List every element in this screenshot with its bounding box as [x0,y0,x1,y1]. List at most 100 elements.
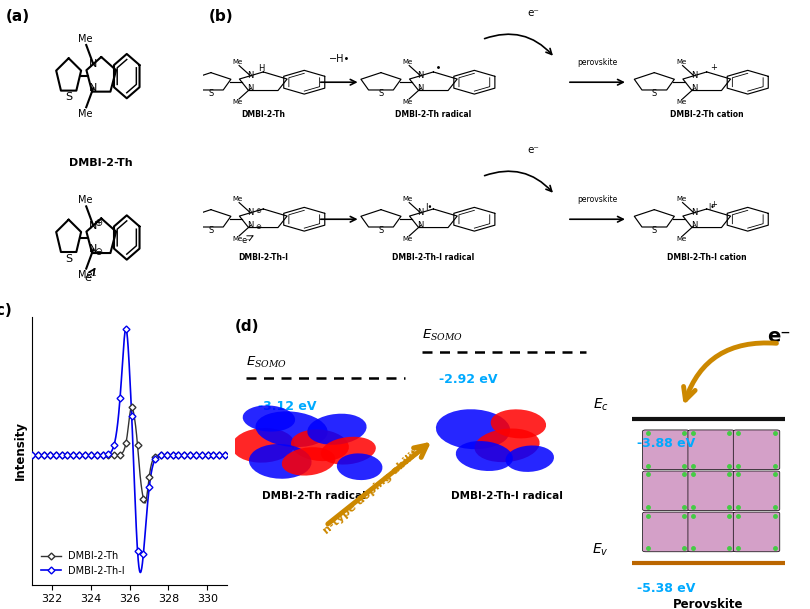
Text: N: N [691,221,697,230]
Text: N: N [247,208,254,217]
Text: S: S [652,89,657,98]
Ellipse shape [232,428,295,463]
Text: Me: Me [78,108,92,119]
Text: Me: Me [676,196,686,202]
Text: Me: Me [78,270,92,280]
Ellipse shape [249,444,312,479]
Text: DMBI-2-Th: DMBI-2-Th [241,110,285,119]
Text: (b): (b) [209,9,233,24]
Text: S: S [208,226,214,235]
Text: (a): (a) [6,9,30,24]
Text: N: N [247,71,254,80]
Text: Me: Me [403,196,413,202]
Text: −H•: −H• [329,54,350,64]
Ellipse shape [337,453,382,480]
Text: N: N [89,59,97,69]
Text: DMBI-2-Th-I: DMBI-2-Th-I [65,320,138,329]
Text: S: S [378,89,384,98]
Text: Me: Me [232,59,243,65]
Text: e⁻: e⁻ [767,328,791,347]
FancyBboxPatch shape [688,430,735,470]
Text: N: N [89,220,97,231]
Text: perovskite: perovskite [578,195,617,204]
Text: N: N [417,71,424,80]
Text: e⁻: e⁻ [84,273,97,283]
Text: DMBI-2-Th-I radical: DMBI-2-Th-I radical [392,253,475,262]
Text: Me: Me [403,99,413,105]
Text: ⊕: ⊕ [256,208,262,214]
Text: Me: Me [676,59,686,65]
Text: DMBI-2-Th cation: DMBI-2-Th cation [670,110,744,119]
Text: Me: Me [232,99,243,105]
Text: n-type doping ability: n-type doping ability [322,443,426,536]
Text: ⊕: ⊕ [94,217,103,228]
FancyBboxPatch shape [688,512,735,552]
Text: DMBI-2-Th-I cation: DMBI-2-Th-I cation [667,253,747,262]
Text: +: + [710,63,717,72]
Text: S: S [652,226,657,235]
Ellipse shape [456,441,513,471]
Text: Me: Me [676,236,686,242]
Text: Me: Me [676,99,686,105]
Text: N: N [247,84,254,93]
Text: +: + [710,200,717,209]
FancyBboxPatch shape [733,471,780,511]
Text: $E_v$: $E_v$ [592,541,609,558]
Text: (c): (c) [0,303,12,319]
Text: S: S [65,254,72,264]
Text: N: N [417,221,424,230]
Text: N: N [89,83,97,93]
Text: $E_\mathregular{SOMO}$: $E_\mathregular{SOMO}$ [246,355,288,370]
Ellipse shape [255,411,328,447]
Legend: DMBI-2-Th, DMBI-2-Th-I: DMBI-2-Th, DMBI-2-Th-I [37,547,129,580]
Text: e⁻: e⁻ [527,9,539,18]
Text: DMBI-2-Th-I: DMBI-2-Th-I [238,253,288,262]
Ellipse shape [243,406,295,432]
Text: $E_c$: $E_c$ [593,396,609,413]
Text: N: N [417,208,424,217]
FancyBboxPatch shape [642,471,689,511]
Text: (d): (d) [235,319,259,334]
FancyBboxPatch shape [733,430,780,470]
Text: S: S [65,93,72,102]
Text: $E_\mathregular{SOMO}$: $E_\mathregular{SOMO}$ [422,328,463,343]
Text: Me: Me [232,236,243,242]
Ellipse shape [491,409,546,438]
Text: -2.92 eV: -2.92 eV [439,373,497,386]
Text: N: N [247,221,254,230]
Text: DMBI-2-Th radical: DMBI-2-Th radical [262,491,366,501]
Text: Me: Me [78,33,92,44]
Text: -5.38 eV: -5.38 eV [637,582,696,595]
Text: DMBI-2-Th-I radical: DMBI-2-Th-I radical [451,491,563,501]
Text: Me: Me [403,236,413,242]
Ellipse shape [282,447,335,476]
Text: S: S [208,89,214,98]
Text: N: N [691,208,697,217]
Text: DMBI-2-Th: DMBI-2-Th [70,158,133,168]
Text: N: N [691,71,697,80]
Text: Me: Me [78,195,92,205]
Text: DMBI-2-Th radical: DMBI-2-Th radical [395,110,471,119]
Text: Me: Me [403,59,413,65]
Ellipse shape [436,409,510,449]
Text: Me: Me [232,196,243,202]
Ellipse shape [307,414,367,445]
FancyBboxPatch shape [642,430,689,470]
Text: I•: I• [425,203,433,213]
Text: perovskite: perovskite [578,58,617,67]
Text: S: S [378,226,384,235]
Ellipse shape [505,445,554,472]
FancyBboxPatch shape [688,471,735,511]
Ellipse shape [291,429,349,461]
Text: N: N [89,244,97,255]
Text: ⊖: ⊖ [256,224,262,230]
Y-axis label: Intensity: Intensity [14,421,27,480]
Text: N: N [691,84,697,93]
Text: e⁻: e⁻ [241,236,251,245]
Text: e⁻: e⁻ [527,146,539,155]
Text: -3.88 eV: -3.88 eV [637,437,696,450]
FancyBboxPatch shape [733,512,780,552]
Text: N: N [417,84,424,93]
FancyBboxPatch shape [642,512,689,552]
Text: ⊖: ⊖ [94,247,103,258]
